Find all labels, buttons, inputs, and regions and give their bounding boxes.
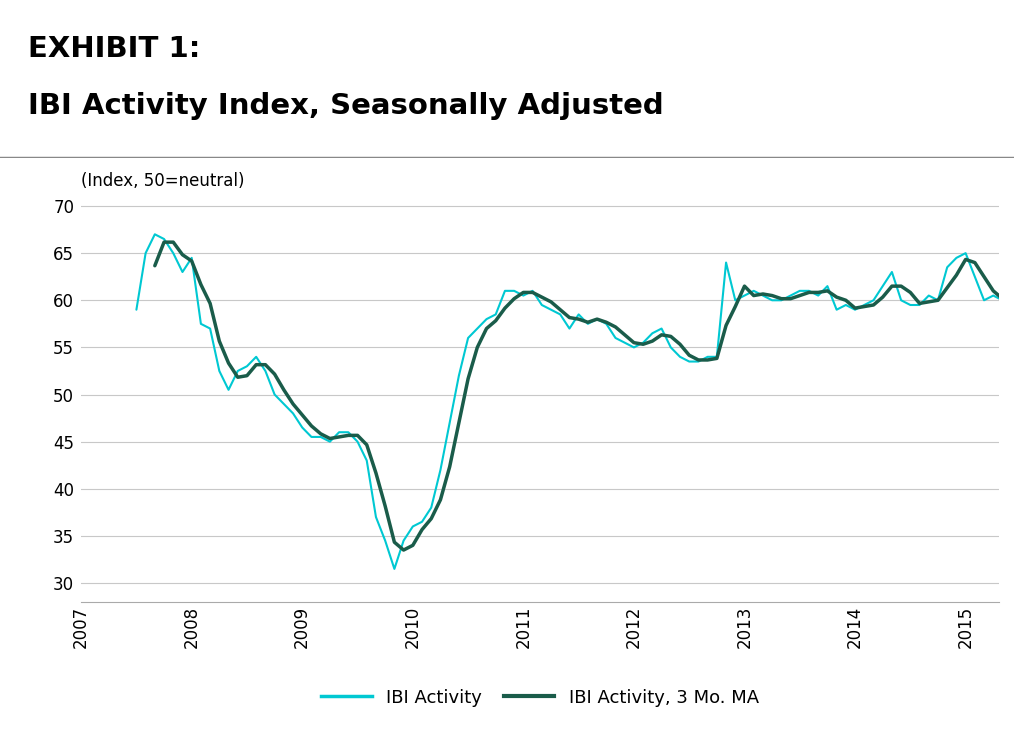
Legend: IBI Activity, IBI Activity, 3 Mo. MA: IBI Activity, IBI Activity, 3 Mo. MA [321, 689, 758, 707]
Text: (Index, 50=neutral): (Index, 50=neutral) [81, 172, 244, 191]
Text: IBI Activity Index, Seasonally Adjusted: IBI Activity Index, Seasonally Adjusted [28, 92, 664, 120]
Text: EXHIBIT 1:: EXHIBIT 1: [28, 34, 201, 62]
